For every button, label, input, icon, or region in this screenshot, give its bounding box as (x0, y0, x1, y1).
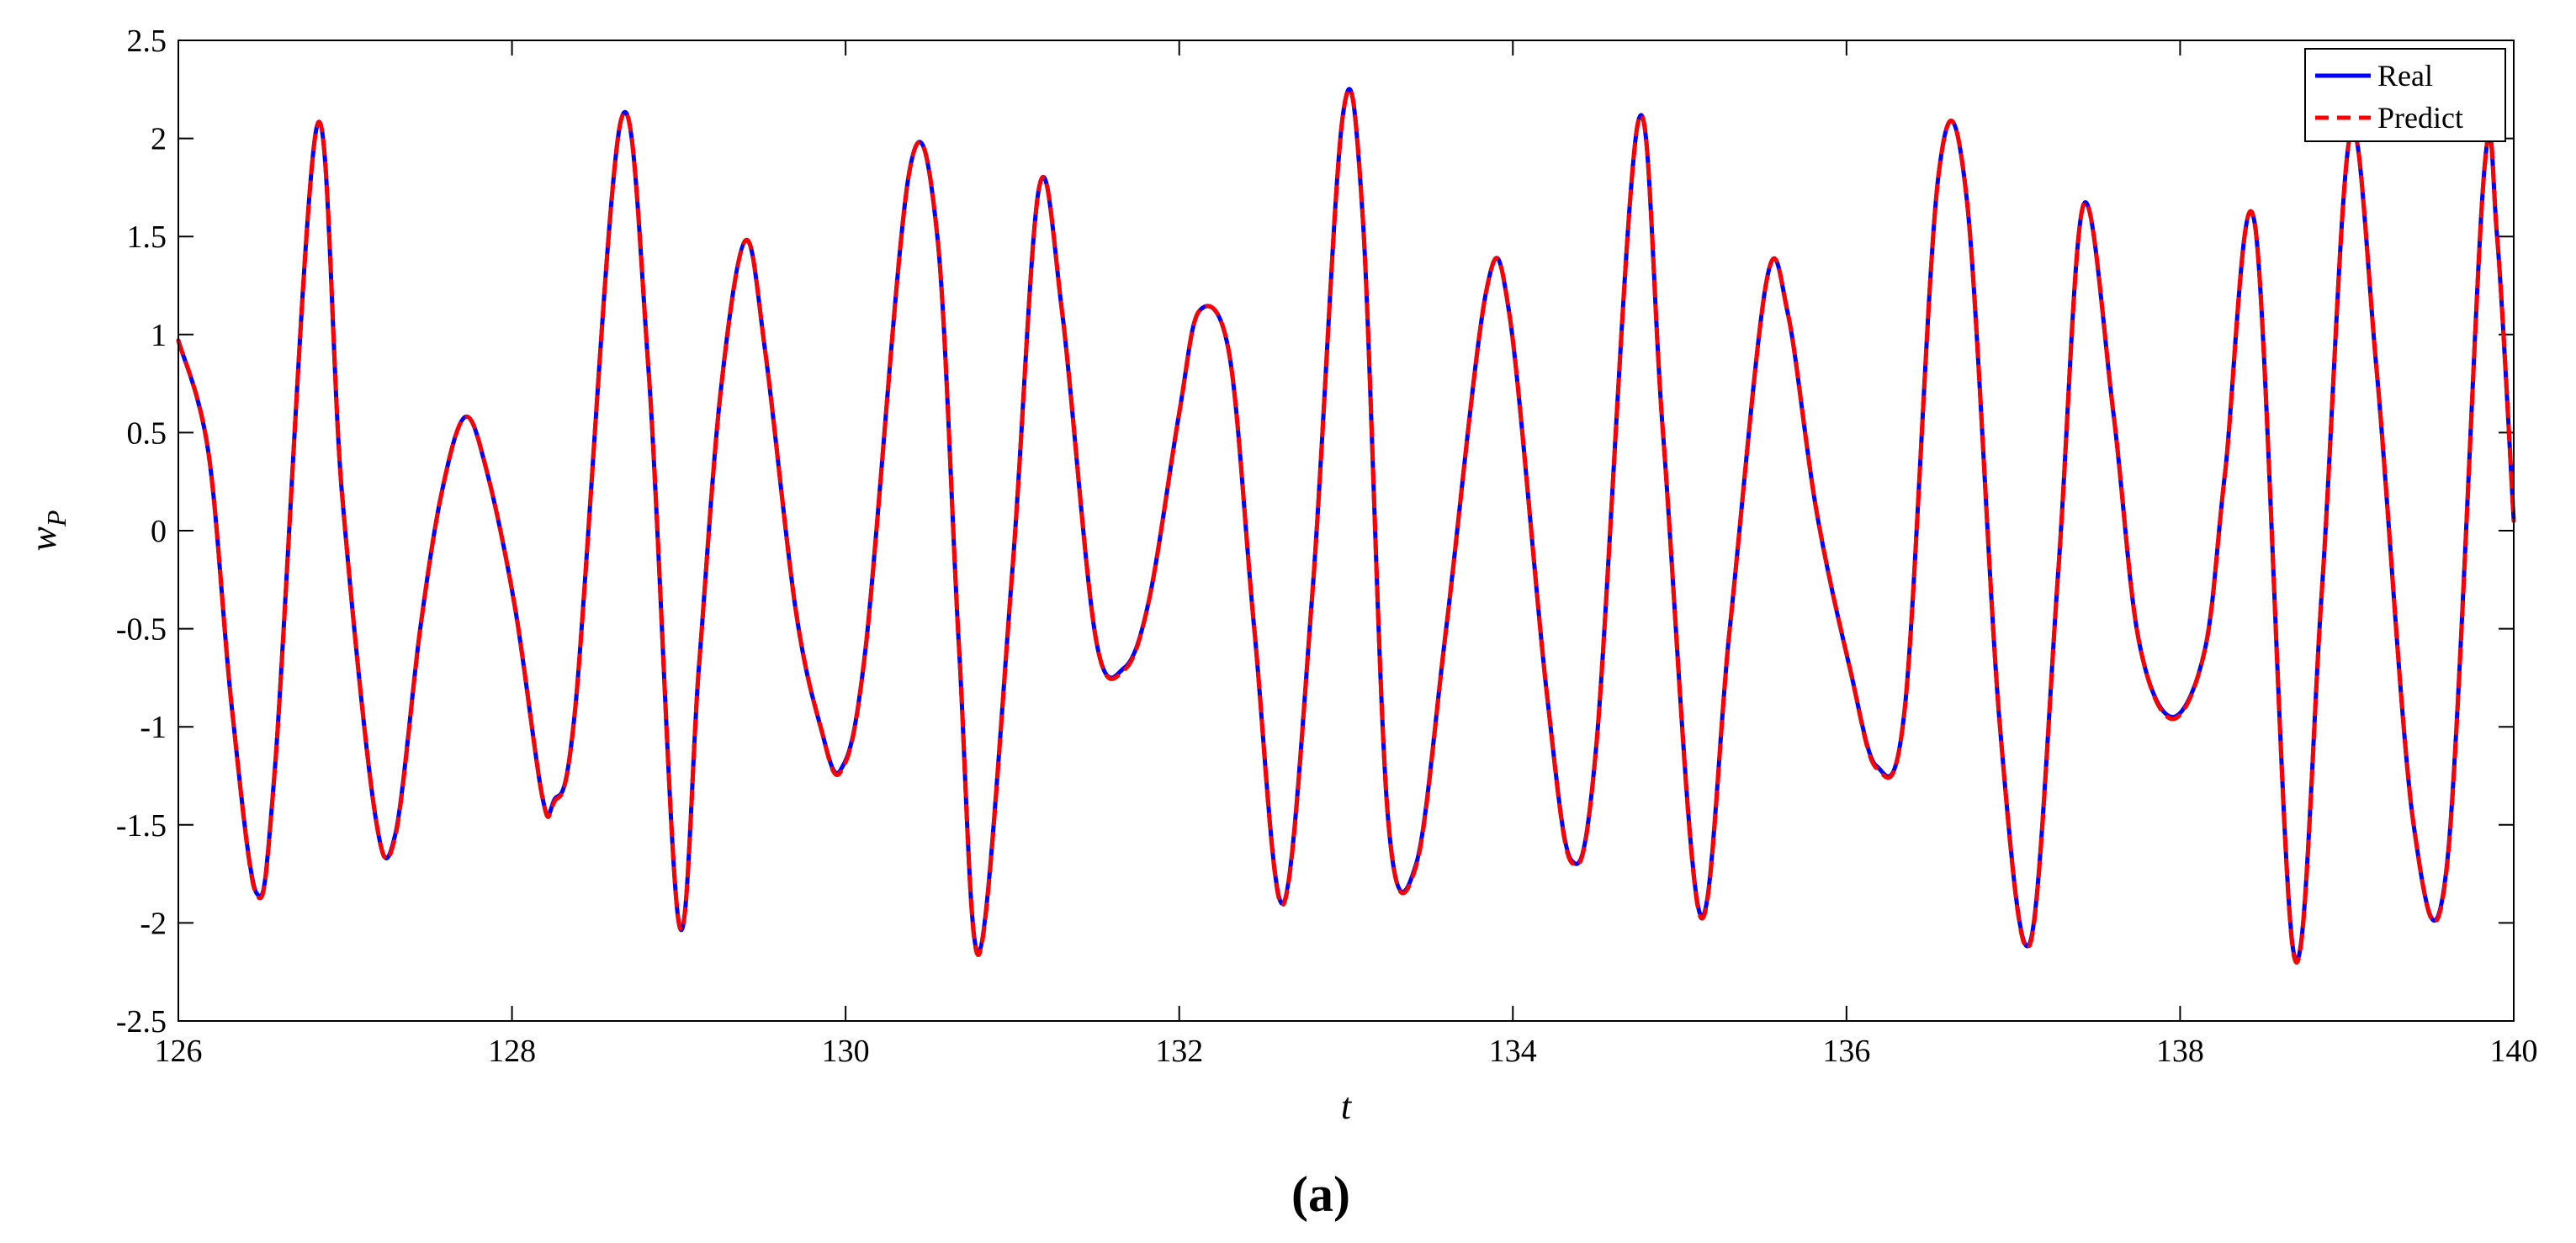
y-tick-label: 2 (151, 122, 167, 157)
series-line-predict (176, 87, 2516, 965)
x-tick-label: 134 (1489, 1034, 1537, 1069)
x-tick-label: 126 (155, 1034, 203, 1069)
legend-label-real: Real (2377, 59, 2433, 93)
x-tick-label: 128 (488, 1034, 536, 1069)
series-layer (176, 87, 2516, 965)
x-tick-label: 136 (1822, 1034, 1870, 1069)
y-axis-label-main: w (23, 526, 64, 551)
y-tick-label: 2.5 (127, 24, 167, 59)
figure-caption: (a) (1291, 1166, 1350, 1222)
y-tick-label: 0 (151, 514, 167, 549)
legend-box (2304, 48, 2506, 142)
x-tick-label: 138 (2156, 1034, 2204, 1069)
y-tick-label: 1 (151, 318, 167, 353)
x-tick-label: 140 (2490, 1034, 2538, 1069)
x-tick-label: 130 (822, 1034, 870, 1069)
y-tick-label: 0.5 (127, 415, 167, 451)
x-tick-label: 132 (1155, 1034, 1203, 1069)
plot-frame (178, 40, 2515, 1022)
y-tick-label: 1.5 (127, 220, 167, 255)
y-tick-label: -2.5 (116, 1004, 167, 1039)
y-tick-label: -1 (140, 710, 167, 745)
y-tick-label: -2 (140, 906, 167, 941)
y-tick-label: -0.5 (116, 612, 167, 648)
x-axis-label: t (1341, 1086, 1353, 1127)
legend-label-predict: Predict (2377, 101, 2463, 135)
y-tick-label: -1.5 (116, 808, 167, 844)
y-axis-label-subscript: P (41, 510, 72, 528)
ticks-layer: 126 128 130 132 134 136 138 140 2.5 2 1.5 1 0.5 0 -0.5… (116, 24, 2538, 1069)
y-axis-label: wP (23, 510, 72, 552)
plot-area (178, 40, 2514, 1021)
legend: Real Predict (2304, 48, 2506, 142)
